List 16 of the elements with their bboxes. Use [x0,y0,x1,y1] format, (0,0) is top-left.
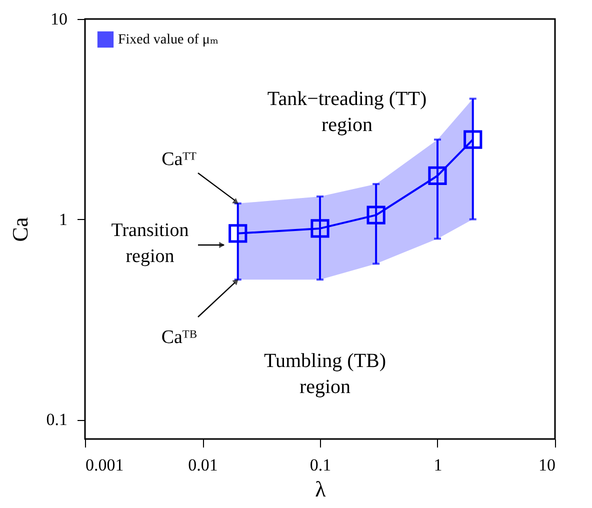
annotation: Caᵀᴮ [161,327,198,348]
x-tick-label: 10 [538,456,556,474]
x-tick-label: 0.001 [86,456,124,474]
annotation: Caᵀᵀ [162,149,197,170]
legend-label: Fixed value of μₘ [118,32,219,48]
annotation: Tank−treading (TT) region [267,88,427,136]
x-tick-label: 0.01 [188,456,218,474]
y-tick-label: 10 [50,10,68,28]
x-tick-label: 1 [434,456,442,474]
y-axis-title: Ca [7,217,32,242]
annotation: Transition region [111,220,190,267]
annotation: Tumbling (TB) region [264,350,386,398]
x-tick-label: 0.1 [310,456,332,474]
y-tick-label: 0.1 [46,410,68,430]
y-tick-label: 1 [59,210,68,229]
x-axis-title: λ [315,476,326,502]
